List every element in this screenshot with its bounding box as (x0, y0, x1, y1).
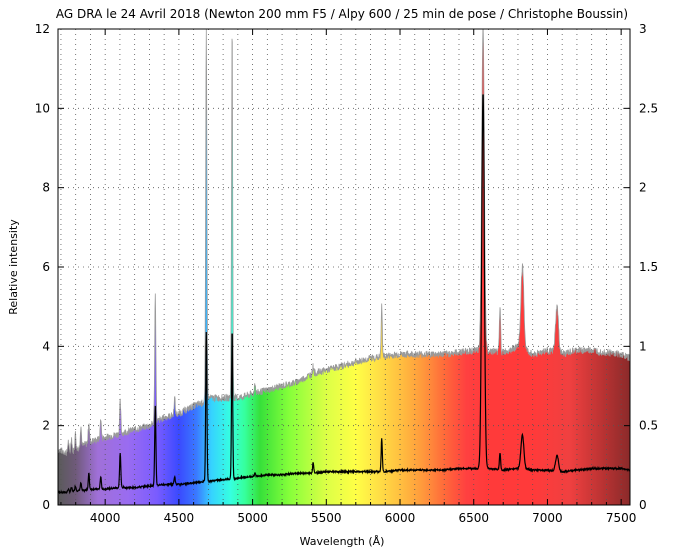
grid (58, 29, 630, 505)
chart-title: AG DRA le 24 Avril 2018 (Newton 200 mm F… (56, 7, 628, 21)
y2-tick-label: 0 (639, 498, 647, 512)
y-tick-label: 6 (42, 260, 50, 274)
x-tick-label: 5000 (237, 511, 268, 525)
y-tick-label: 12 (35, 22, 50, 36)
y-tick-label: 8 (42, 181, 50, 195)
y-tick-label: 2 (42, 419, 50, 433)
y2-tick-label: 1.5 (639, 260, 658, 274)
x-tick-label: 7500 (606, 511, 637, 525)
y2-tick-labels: 0 0.5 1 1.5 2 2.5 3 (639, 22, 658, 512)
x-axis-label: Wavelength (Å) (300, 535, 385, 548)
y2-tick-label: 0.5 (639, 419, 658, 433)
y2-tick-label: 2 (639, 181, 647, 195)
y2-tick-label: 1 (639, 339, 647, 353)
y-axis-label: Relative intensity (7, 219, 20, 315)
y-tick-label: 0 (42, 498, 50, 512)
x-tick-labels: 4000 4500 5000 5500 6000 6500 7000 7500 (90, 511, 637, 525)
y-tick-label: 10 (35, 101, 50, 115)
y-tick-label: 4 (42, 339, 50, 353)
plot-area (58, 29, 630, 505)
black-spectrum-line (58, 94, 630, 495)
axis-ticks (58, 28, 630, 506)
gray-spectrum-outline (58, 29, 630, 456)
x-tick-label: 6000 (385, 511, 416, 525)
y-tick-labels: 0 2 4 6 8 10 12 (35, 22, 50, 512)
x-tick-label: 5500 (311, 511, 342, 525)
x-tick-label: 6500 (458, 511, 489, 525)
y2-tick-label: 3 (639, 22, 647, 36)
x-tick-label: 4000 (90, 511, 121, 525)
y2-tick-label: 2.5 (639, 101, 658, 115)
x-tick-label: 7000 (532, 511, 563, 525)
x-tick-label: 4500 (164, 511, 195, 525)
